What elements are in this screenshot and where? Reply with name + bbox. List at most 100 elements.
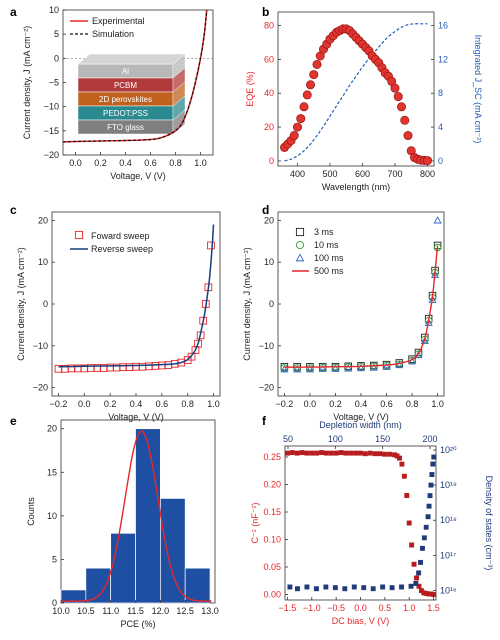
dos-point <box>342 586 348 592</box>
chart-d-scan-delay: −0.2 0.0 0.2 0.4 0.6 0.8 1.0 −20 −10 0 10 20 Voltage… <box>242 211 445 422</box>
y-axis-label: Current density, J (mA cm⁻²) <box>16 247 26 361</box>
legend-label-experimental: Experimental <box>92 16 145 26</box>
panel-label-e: e <box>10 414 17 428</box>
plot-frame <box>284 445 437 601</box>
y-tick-label: 0 <box>269 299 274 309</box>
c-minus-2-point <box>377 451 383 457</box>
eqe-point <box>302 90 312 100</box>
x-tick-label: 0.6 <box>144 158 157 168</box>
y-right-tick-label: 10¹⁹ <box>440 480 457 490</box>
c-minus-2-point <box>294 450 300 456</box>
x-tick-label: 0.0 <box>69 158 82 168</box>
x-tick-label: 1.0 <box>207 399 220 409</box>
histogram-bar <box>184 567 211 604</box>
inset-layer-label: 2D perovskites <box>99 95 152 104</box>
y-right-tick-label: 10¹⁷ <box>440 550 456 560</box>
x-axis-label: Voltage, V (V) <box>333 412 389 422</box>
x-top-axis-label: Depletion width (nm) <box>319 420 402 430</box>
y-tick-label: 5 <box>52 554 57 564</box>
y-tick-label: 10 <box>38 257 48 267</box>
x-tick-label: 0.0 <box>78 399 91 409</box>
c-minus-2-point <box>397 455 402 461</box>
forward-sweep-point <box>145 362 153 371</box>
y-axis-label-left: EQE (%) <box>245 71 255 107</box>
chart-c-hysteresis: −0.2 0.0 0.2 0.4 0.6 0.8 1.0 −20 −10 0 10 20 Voltage… <box>16 211 221 422</box>
c-minus-2-point <box>333 450 339 456</box>
eqe-point <box>396 102 406 112</box>
panel-label-f: f <box>262 414 267 428</box>
gaussian-fit-line <box>61 430 212 602</box>
point-100ms <box>344 364 353 372</box>
point-10ms <box>293 364 301 372</box>
legend-label-10ms: 10 ms <box>314 240 339 250</box>
forward-sweep-point <box>187 352 196 361</box>
histogram-bar <box>110 532 136 604</box>
y-tick-label: 8 <box>438 88 443 98</box>
forward-sweep-point <box>194 339 202 348</box>
point-100ms <box>433 216 442 224</box>
c-minus-2-point <box>362 451 368 457</box>
eqe-point <box>289 131 299 141</box>
x-tick-label: −1.0 <box>303 603 321 613</box>
y-right-tick-label: 10¹⁶ <box>440 585 457 595</box>
legend-swatch-3ms <box>295 227 305 237</box>
y-axis-label-left: C⁻² (nF⁻²) <box>250 503 260 544</box>
y-axis-label-right: Density of states (cm⁻³) <box>484 476 494 571</box>
x-tick-label: 11.0 <box>102 606 119 616</box>
x-tick-label: 400 <box>290 169 305 179</box>
y-right-tick-label: 10²⁰ <box>440 445 457 455</box>
forward-sweep-point <box>151 362 160 370</box>
dos-point <box>428 482 434 488</box>
chart-e-pce-histogram: 10.0 10.5 11.0 11.5 12.0 12.5 13.0 0 5 10 15 20 PCE … <box>26 419 219 629</box>
dos-point <box>389 585 395 591</box>
series-line-500ms <box>284 245 439 368</box>
x-top-tick-label: 50 <box>283 434 293 444</box>
point-100ms <box>280 365 289 373</box>
c-minus-2-point <box>319 450 324 456</box>
x-tick-label: 0.8 <box>169 158 182 168</box>
forward-sweep-point <box>119 363 127 371</box>
series-line-integrated-jsc <box>284 23 428 162</box>
forward-sweep-point <box>157 361 166 370</box>
eqe-point <box>422 156 432 166</box>
c-minus-2-point <box>353 450 359 456</box>
x-top-tick-label: 200 <box>422 434 437 444</box>
c-minus-2-point <box>284 450 290 456</box>
y-tick-label: 0 <box>43 299 48 309</box>
panel-label-c: c <box>10 203 17 217</box>
dos-point <box>351 584 357 590</box>
y-tick-label: 12 <box>438 54 448 64</box>
y-tick-label: 4 <box>438 122 443 132</box>
c-minus-2-point <box>411 561 417 567</box>
dos-point <box>313 586 319 592</box>
histogram-bar <box>135 428 161 604</box>
y-tick-label: 10 <box>264 257 274 267</box>
point-100ms <box>424 318 433 326</box>
inset-layer-label: FTO glass <box>107 123 144 132</box>
y-tick-label: 0.15 <box>263 507 281 517</box>
c-minus-2-point <box>348 450 354 456</box>
y-axis-label: Current density, J (mA cm⁻²) <box>242 247 252 361</box>
dos-point <box>332 585 338 591</box>
x-tick-label: 12.0 <box>152 606 170 616</box>
c-minus-2-point <box>431 592 437 597</box>
dos-point <box>425 514 431 520</box>
y-tick-label: 20 <box>264 215 274 225</box>
y-axis-label: Current density, J (mA cm⁻²) <box>22 26 32 140</box>
c-minus-2-point <box>401 473 407 479</box>
y-tick-label: 40 <box>264 88 274 98</box>
y-tick-label: 20 <box>38 215 48 225</box>
y-axis-label: Counts <box>26 497 36 526</box>
forward-sweep-point <box>191 346 200 354</box>
forward-sweep-point <box>138 362 147 371</box>
x-tick-label: 0.4 <box>130 399 143 409</box>
inset-layer-label: PEDOT:PSS <box>103 109 148 118</box>
legend-label-500ms: 500 ms <box>314 266 344 276</box>
point-100ms <box>382 362 391 370</box>
dos-point <box>295 586 300 592</box>
inset-layer-label: PCBM <box>114 81 137 90</box>
legend-label-reverse: Reverse sweep <box>91 244 153 254</box>
y-tick-label: −20 <box>259 383 274 393</box>
x-tick-label: 11.5 <box>127 606 144 616</box>
